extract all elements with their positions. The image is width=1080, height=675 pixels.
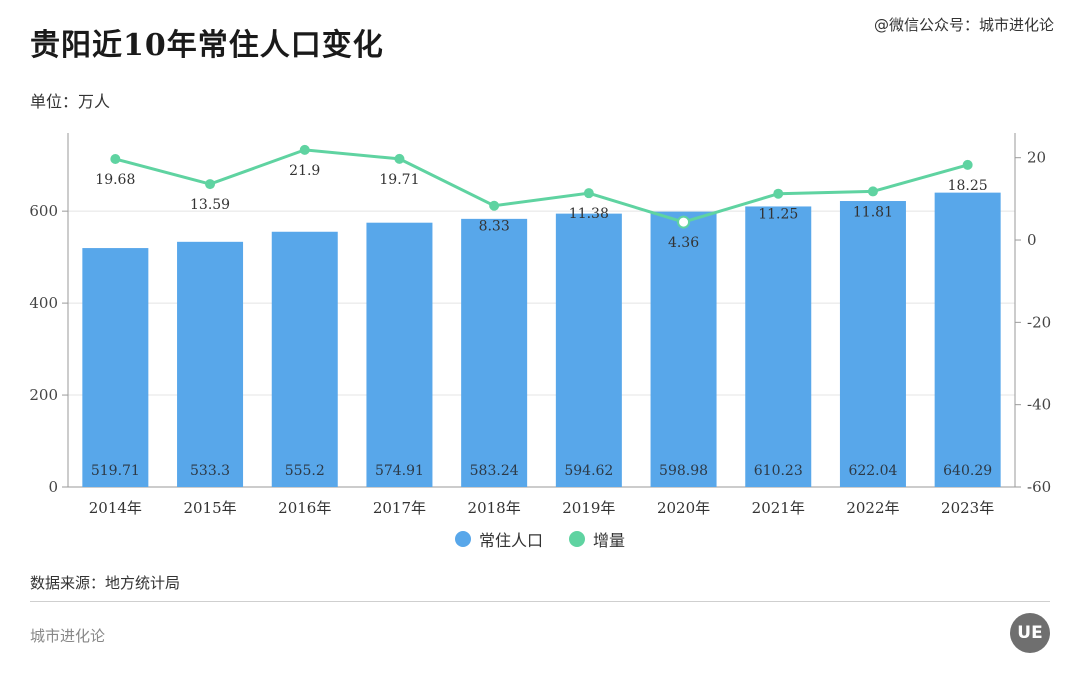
bar-value-label: 519.71 [91,463,140,479]
combo-chart: 0 200 400 600 -60 -40 -20 0 20 2014年 2015年 2016年 201… [29,133,1051,517]
bar-value-label: 610.23 [754,463,803,479]
legend: 常住人口 增量 [0,527,1080,551]
left-tick-label: 400 [29,294,58,312]
data-labels: 519.71 533.3 555.2 574.91 583.24 594.62 598.98… [91,163,992,479]
bar-value-label: 555.2 [285,463,325,479]
x-tick-label: 2019年 [562,499,615,517]
legend-swatch-increment [569,531,585,547]
x-tick-label: 2015年 [183,499,236,517]
right-tick-label: -60 [1027,478,1051,496]
chart-title: 贵阳近10年常住人口变化 [30,28,384,63]
line-value-label: 11.81 [853,204,893,220]
bar-value-label: 533.3 [190,463,230,479]
bar [177,241,244,487]
right-tick-label: 0 [1027,231,1037,249]
x-tick-label: 2016年 [278,499,331,517]
left-tick-label: 200 [29,386,58,404]
x-tick-label: 2020年 [657,499,710,517]
right-tick-label: 20 [1027,149,1046,167]
line-point [773,188,784,199]
bar [745,206,812,487]
bar [461,218,528,487]
line-point [867,186,878,197]
left-tick-label: 0 [48,478,58,496]
increment-series-line [114,148,969,224]
line-point [205,179,216,190]
data-source: 数据来源：地方统计局 [30,574,181,592]
bar [839,201,906,487]
x-tick-label: 2018年 [468,499,521,517]
line-value-label: 18.25 [948,178,988,194]
bar [650,211,717,487]
line-value-label: 19.68 [95,172,135,188]
bars [82,192,1001,487]
bar-value-label: 622.04 [848,463,897,479]
line-point [299,144,310,155]
x-tick-label: 2022年 [846,499,899,517]
legend-item-increment[interactable]: 增量 [569,527,625,551]
line-point [583,188,594,199]
bar-value-label: 583.24 [470,463,519,479]
bar [934,192,1001,487]
x-tick-label: 2014年 [89,499,142,517]
x-tick-label: 2021年 [752,499,805,517]
brand-logo: UE [1010,613,1050,653]
x-tick-label: 2023年 [941,499,994,517]
unit-label: 单位：万人 [30,92,111,111]
bar [555,213,622,487]
line-value-label: 4.36 [668,235,699,251]
footer-divider [30,601,1050,602]
line-point [962,159,973,170]
bar [82,248,149,487]
brand-name: 城市进化论 [30,627,106,645]
bar-value-label: 598.98 [659,463,708,479]
line-value-label: 8.33 [479,219,510,235]
line-value-label: 21.9 [289,163,320,179]
left-tick-label: 600 [29,202,58,220]
line-value-label: 13.59 [190,197,230,213]
legend-label-population: 常住人口 [478,531,543,550]
right-tick-label: -40 [1027,396,1051,414]
bar [271,231,338,487]
line-point [677,215,691,229]
bar-value-label: 574.91 [375,463,424,479]
line-value-label: 11.38 [569,206,609,222]
axes: 0 200 400 600 -60 -40 -20 0 20 2014年 2015年 2016年 201… [29,133,1051,517]
line-point [394,153,405,164]
line-value-label: 19.71 [379,172,419,188]
legend-label-increment: 增量 [593,531,626,550]
increment-line [110,144,973,229]
bar-value-label: 594.62 [564,463,613,479]
legend-swatch-population [454,531,471,547]
bar [366,222,433,487]
wechat-credit: @微信公众号：城市进化论 [873,16,1054,34]
line-point [489,200,500,211]
x-tick-label: 2017年 [373,499,426,517]
line-value-label: 11.25 [758,207,798,223]
right-tick-label: -20 [1027,313,1051,331]
legend-item-population[interactable]: 常住人口 [454,527,543,551]
line-point [110,154,121,165]
bar-value-label: 640.29 [943,463,992,479]
